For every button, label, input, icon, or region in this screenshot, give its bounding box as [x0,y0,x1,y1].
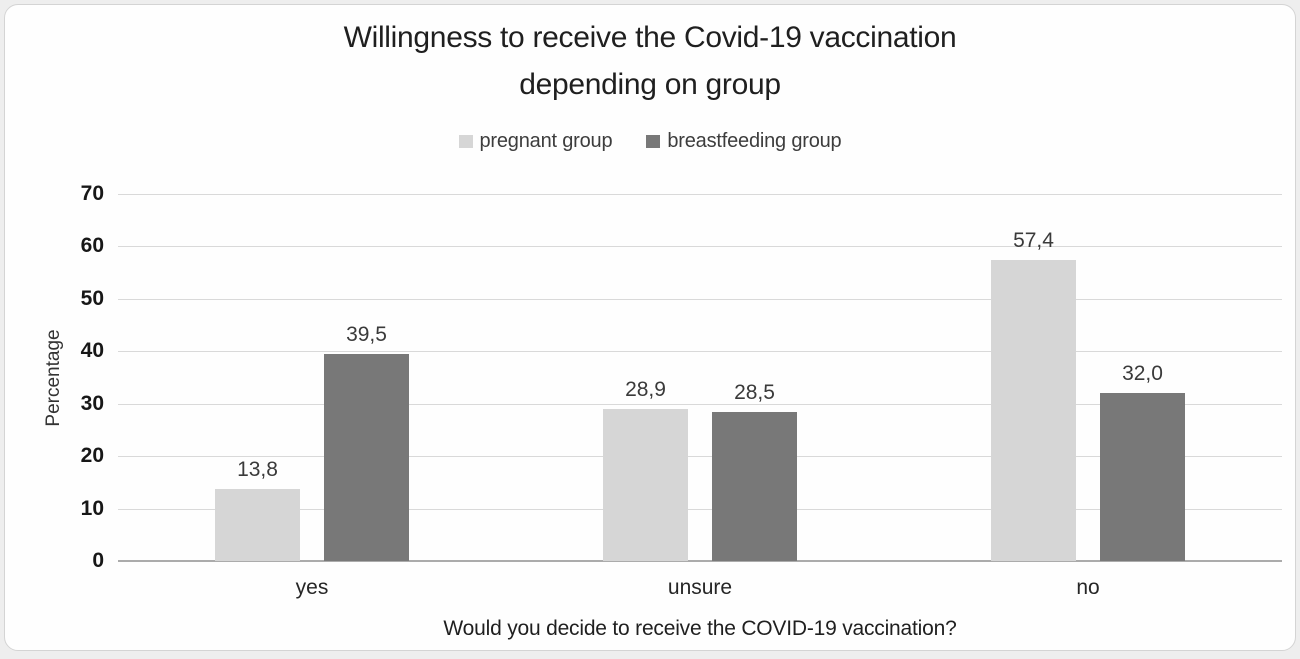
chart-title: Willingness to receive the Covid-19 vacc… [0,14,1300,108]
y-tick-label: 40 [80,339,104,363]
x-category-label: yes [295,576,329,599]
legend-item-breastfeeding-group: breastfeeding group [646,129,842,153]
bar-breastfeeding-group-yes [324,353,409,561]
gridline [118,403,1282,405]
x-axis-line [118,560,1282,562]
x-axis-title: Would you decide to receive the COVID-19… [443,617,957,640]
bar-value-label: 28,9 [625,378,666,402]
chart-title-line-1: Willingness to receive the Covid-19 vacc… [343,21,957,54]
bar-breastfeeding-group-no [1100,393,1185,561]
gridline [118,246,1282,248]
y-tick-label: 70 [80,182,104,205]
x-category-label: no [1076,576,1100,599]
gridline [118,508,1282,510]
gridline [118,194,1282,195]
x-category-label: unsure [667,576,733,599]
bar-pregnant-group-unsure [603,409,688,561]
y-axis-ticks: 0 10 20 30 40 50 60 70 [0,182,104,572]
bar-pregnant-group-yes [215,488,300,561]
bar-value-label: 57,4 [1013,229,1054,253]
bar-value-label: 39,5 [346,322,387,346]
bar-breastfeeding-group-unsure [712,411,797,561]
gridline [118,298,1282,300]
plot-area: 13,8 39,5 yes 28,9 28,5 unsure 57,4 32,0 no Would… [118,194,1282,640]
bar-value-label: 32,0 [1122,362,1163,386]
legend: pregnant group breastfeeding group [0,128,1300,154]
y-tick-label: 0 [92,549,104,572]
legend-item-pregnant-group: pregnant group [458,129,613,153]
y-tick-label: 20 [80,444,104,468]
y-tick-label: 30 [80,391,104,415]
gridline [118,351,1282,353]
bar-pregnant-group-no [991,260,1076,561]
legend-label: pregnant group [479,129,613,152]
legend-label: breastfeeding group [667,129,842,152]
chart-title-line-2: depending on group [519,68,781,101]
legend-swatch [646,134,661,148]
gridline [118,456,1282,458]
y-tick-label: 60 [80,234,104,258]
y-tick-label: 10 [80,496,104,520]
bar-value-label: 13,8 [237,457,278,481]
bar-value-label: 28,5 [734,380,775,404]
legend-swatch [458,134,473,148]
y-tick-label: 50 [80,286,104,310]
